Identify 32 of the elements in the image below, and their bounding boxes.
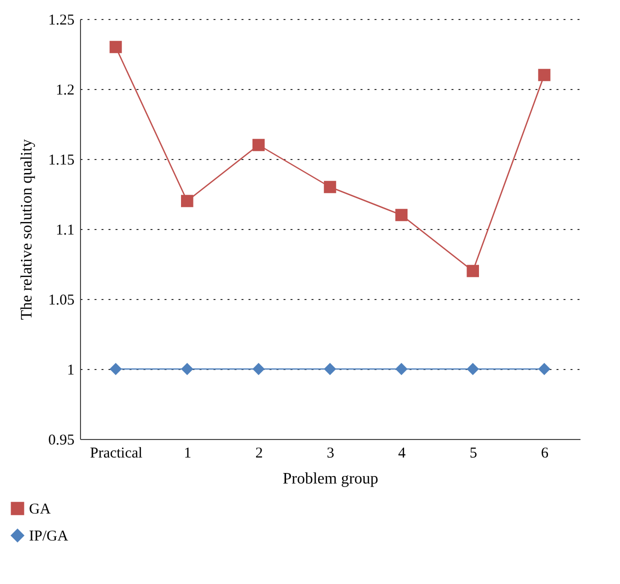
point (252, 138, 265, 152)
point (466, 362, 479, 376)
x-tick-label: Practical (90, 446, 142, 462)
x-tick-label: 1 (184, 446, 192, 462)
y-tick-label: 0.95 (48, 432, 74, 448)
y-tick-label: 1.05 (48, 292, 74, 308)
point (324, 362, 336, 376)
point (252, 362, 265, 376)
y-tick-label: 1.25 (48, 12, 74, 28)
x-axis-title: Problem group (282, 470, 378, 488)
point (466, 264, 479, 278)
point (110, 362, 122, 376)
x-tick-label: 2 (255, 446, 263, 462)
y-tick-label: 1 (67, 362, 74, 378)
point (538, 68, 550, 82)
point (181, 362, 194, 376)
x-tick-label: 3 (326, 446, 334, 462)
y-axis-title: The relative solution quality (18, 139, 36, 320)
y-tick-label: 1.15 (48, 152, 74, 168)
point (181, 194, 194, 208)
point (324, 180, 336, 194)
legend-label: GA (29, 502, 51, 518)
y-tick-label: 1.1 (56, 222, 74, 238)
point (395, 362, 408, 376)
legend-label: IP/GA (29, 528, 68, 544)
x-tick-label: 6 (541, 446, 550, 462)
point (538, 362, 550, 376)
point (110, 40, 122, 54)
x-tick-label: 4 (398, 446, 406, 462)
point (395, 208, 408, 222)
x-tick-label: 5 (470, 446, 478, 462)
y-tick-label: 1.2 (56, 82, 74, 98)
